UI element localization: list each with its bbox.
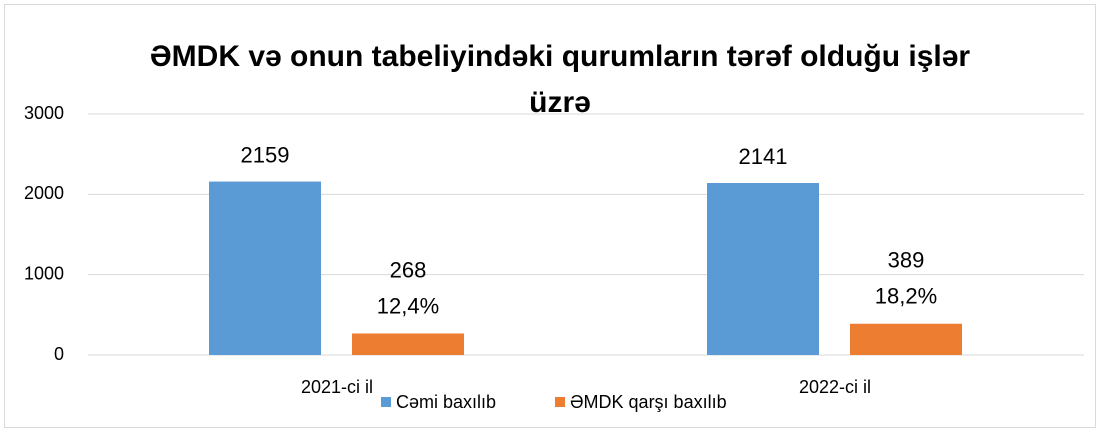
- y-tick-label: 3000: [24, 103, 64, 123]
- bar: [707, 183, 819, 355]
- x-tick-label: 2021-ci il: [301, 377, 373, 397]
- bar: [352, 333, 464, 355]
- x-tick-label: 2022-ci il: [799, 377, 871, 397]
- legend-label: Cəmi baxılıb: [396, 392, 496, 412]
- legend-swatch: [381, 397, 391, 407]
- legend-label: ƏMDK qarşı baxılıb: [570, 392, 727, 412]
- bar: [209, 181, 321, 355]
- share-label: 18,2%: [875, 284, 937, 309]
- chart-title: ƏMDK və onun tabeliyindəki qurumların tə…: [149, 40, 971, 119]
- y-tick-label: 0: [54, 344, 64, 364]
- data-label: 268: [390, 257, 427, 282]
- data-label: 2141: [739, 144, 788, 169]
- y-tick-label: 2000: [24, 183, 64, 203]
- data-label: 389: [888, 248, 925, 273]
- chart-border: [4, 4, 1096, 428]
- data-label: 2159: [241, 142, 290, 167]
- bar: [850, 323, 962, 355]
- y-tick-label: 1000: [24, 263, 64, 283]
- legend-swatch: [555, 397, 565, 407]
- share-label: 12,4%: [377, 293, 439, 318]
